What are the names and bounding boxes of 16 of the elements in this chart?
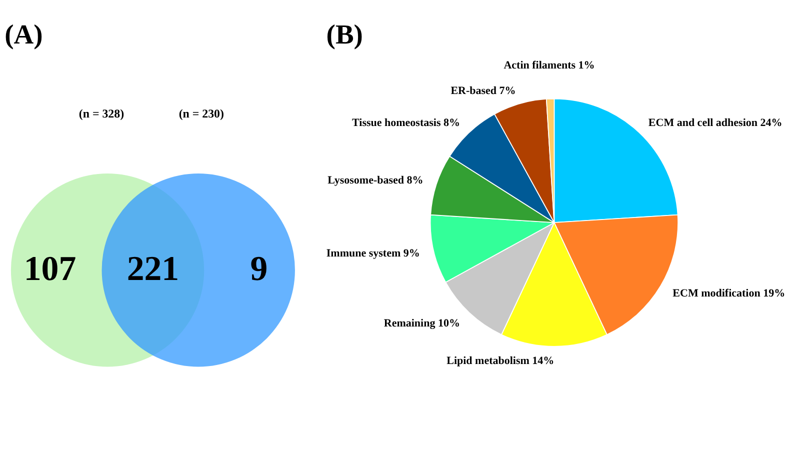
slice-label: Tissue homeostasis 8% xyxy=(352,116,460,129)
slice-label: Actin filaments 1% xyxy=(504,60,595,72)
slice-label: Remaining 10% xyxy=(384,318,460,330)
text: (n = 328) xyxy=(78,106,124,121)
chart-title: (B) xyxy=(326,18,363,50)
text: (A) xyxy=(4,18,43,50)
slice-label: ECM modification 19% xyxy=(672,287,786,300)
slice-label: Lysosome-based 8% xyxy=(328,174,424,187)
text: 107 xyxy=(24,249,76,288)
slice-label: Lipid metabolism 14% xyxy=(446,354,554,367)
text: 9 xyxy=(250,249,268,288)
slice-label: ER-based 7% xyxy=(450,85,516,98)
slice-label: ECM and cell adhesion 24% xyxy=(648,116,782,129)
slice-label: Immune system 9% xyxy=(326,247,420,260)
text: 221 xyxy=(126,249,180,288)
text: (n = 230) xyxy=(178,106,224,121)
